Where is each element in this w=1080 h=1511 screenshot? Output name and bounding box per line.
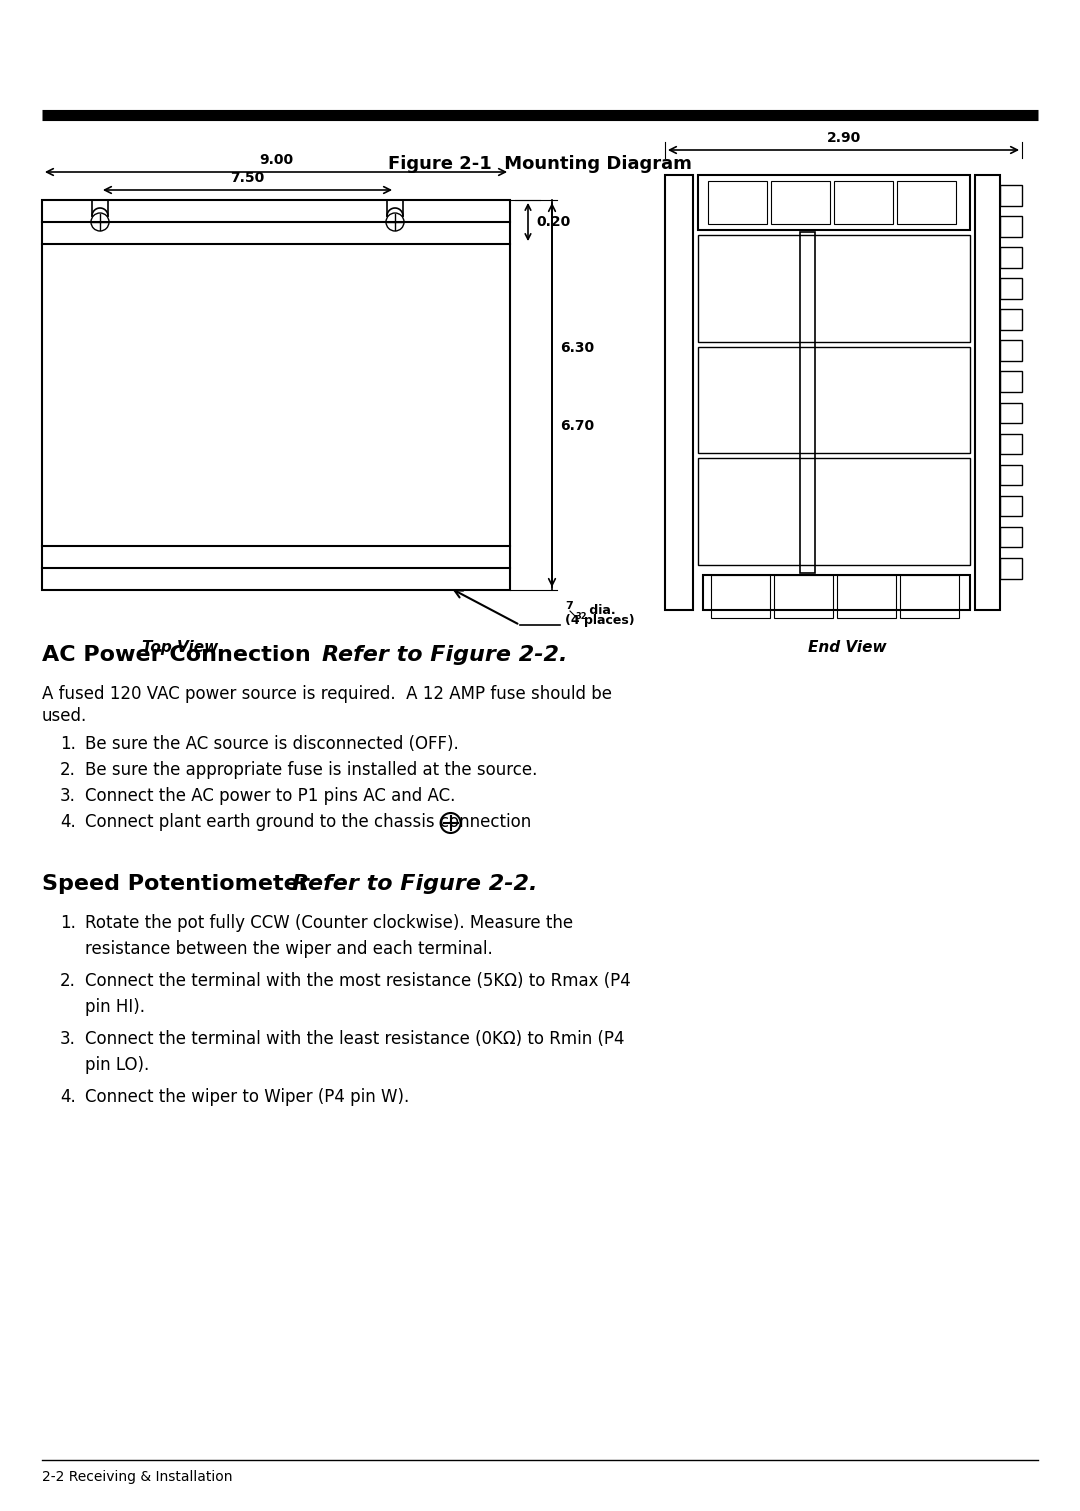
Bar xyxy=(1000,216,1022,237)
Bar xyxy=(774,576,833,618)
Text: 1.: 1. xyxy=(60,914,76,932)
Bar xyxy=(1000,372,1022,393)
Bar xyxy=(1000,278,1022,299)
Text: Connect the AC power to P1 pins AC and AC.: Connect the AC power to P1 pins AC and A… xyxy=(85,787,456,805)
Text: 6.30: 6.30 xyxy=(561,341,594,355)
Text: 3.: 3. xyxy=(60,1031,76,1049)
Text: 4.: 4. xyxy=(60,813,76,831)
Bar xyxy=(837,576,896,618)
Text: 6.70: 6.70 xyxy=(561,419,594,434)
Bar xyxy=(1000,496,1022,517)
Bar xyxy=(42,199,510,589)
Text: 2.90: 2.90 xyxy=(826,131,861,145)
Text: A fused 120 VAC power source is required.  A 12 AMP fuse should be: A fused 120 VAC power source is required… xyxy=(42,684,612,703)
Bar xyxy=(1000,248,1022,267)
Text: Rotate the pot fully CCW (Counter clockwise). Measure the: Rotate the pot fully CCW (Counter clockw… xyxy=(85,914,573,932)
Bar xyxy=(711,576,770,618)
Text: Speed Potentiometer: Speed Potentiometer xyxy=(42,873,310,895)
Text: Connect the terminal with the most resistance (5KΩ) to Rmax (P4: Connect the terminal with the most resis… xyxy=(85,972,631,990)
Bar xyxy=(665,175,693,610)
Text: Connect plant earth ground to the chassis connection: Connect plant earth ground to the chassi… xyxy=(85,813,531,831)
Bar xyxy=(698,175,970,230)
Text: 2.: 2. xyxy=(60,972,76,990)
Text: 3.: 3. xyxy=(60,787,76,805)
Text: 2-2 Receiving & Installation: 2-2 Receiving & Installation xyxy=(42,1470,232,1484)
Text: Connect the wiper to Wiper (P4 pin W).: Connect the wiper to Wiper (P4 pin W). xyxy=(85,1088,409,1106)
Bar xyxy=(1000,558,1022,579)
Bar xyxy=(698,346,970,453)
Text: End View: End View xyxy=(808,641,887,654)
Bar xyxy=(1000,465,1022,485)
Text: AC Power Connection: AC Power Connection xyxy=(42,645,311,665)
Bar xyxy=(900,576,959,618)
Text: 4.: 4. xyxy=(60,1088,76,1106)
Bar xyxy=(1000,434,1022,455)
Text: pin HI).: pin HI). xyxy=(85,997,145,1015)
Bar xyxy=(1000,340,1022,361)
Text: Top View: Top View xyxy=(141,641,218,654)
Bar xyxy=(698,236,970,341)
Text: Figure 2-1  Mounting Diagram: Figure 2-1 Mounting Diagram xyxy=(388,156,692,172)
Bar xyxy=(1000,184,1022,205)
Bar xyxy=(1000,310,1022,329)
Bar xyxy=(698,458,970,565)
Text: resistance between the wiper and each terminal.: resistance between the wiper and each te… xyxy=(85,940,492,958)
Text: 32: 32 xyxy=(575,612,586,621)
Text: 1.: 1. xyxy=(60,734,76,752)
Bar xyxy=(703,576,970,610)
Bar xyxy=(708,181,767,224)
Text: 7.50: 7.50 xyxy=(230,171,265,184)
Bar xyxy=(897,181,956,224)
Text: Refer to Figure 2-2.: Refer to Figure 2-2. xyxy=(322,645,567,665)
Text: 7: 7 xyxy=(565,601,572,610)
Bar xyxy=(771,181,831,224)
Text: pin LO).: pin LO). xyxy=(85,1056,149,1074)
Bar xyxy=(834,181,893,224)
Text: Connect the terminal with the least resistance (0KΩ) to Rmin (P4: Connect the terminal with the least resi… xyxy=(85,1031,624,1049)
Text: Be sure the AC source is disconnected (OFF).: Be sure the AC source is disconnected (O… xyxy=(85,734,459,752)
Text: 9.00: 9.00 xyxy=(259,153,293,168)
Text: Refer to Figure 2-2.: Refer to Figure 2-2. xyxy=(292,873,538,895)
Text: dia.: dia. xyxy=(585,604,616,616)
Text: 0.20: 0.20 xyxy=(536,215,570,230)
Text: used.: used. xyxy=(42,707,87,725)
Bar xyxy=(1000,402,1022,423)
Text: Be sure the appropriate fuse is installed at the source.: Be sure the appropriate fuse is installe… xyxy=(85,762,538,780)
Bar xyxy=(1000,527,1022,547)
Text: (4 places): (4 places) xyxy=(565,613,635,627)
Bar xyxy=(975,175,1000,610)
Bar xyxy=(800,233,815,573)
Text: 2.: 2. xyxy=(60,762,76,780)
